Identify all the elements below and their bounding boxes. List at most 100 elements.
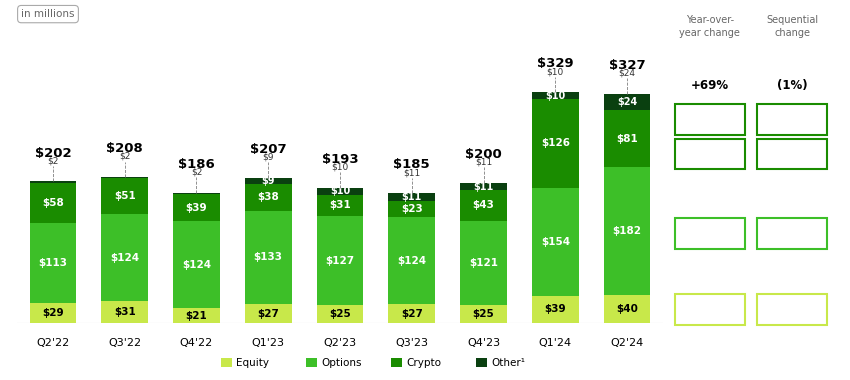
- Text: $182: $182: [613, 226, 642, 236]
- Text: $38: $38: [258, 192, 279, 203]
- Text: $58: $58: [42, 198, 64, 208]
- Text: Q1'23: Q1'23: [252, 339, 285, 348]
- Text: $43: $43: [473, 201, 495, 211]
- Bar: [317, 188, 363, 195]
- Bar: [317, 216, 363, 306]
- Bar: [173, 194, 220, 221]
- Bar: [245, 304, 292, 323]
- Text: Q3'22: Q3'22: [108, 339, 141, 348]
- Text: $133: $133: [253, 252, 283, 263]
- Text: $329: $329: [537, 57, 574, 70]
- Bar: [388, 217, 435, 304]
- Bar: [101, 177, 148, 179]
- Bar: [604, 111, 650, 167]
- Text: $124: $124: [110, 253, 139, 263]
- Text: $81: $81: [616, 134, 638, 144]
- Text: +140%: +140%: [770, 115, 814, 125]
- Text: +3%: +3%: [779, 305, 806, 315]
- Text: $208: $208: [106, 142, 143, 155]
- Text: $121: $121: [469, 258, 498, 268]
- Text: Year-over-
year change: Year-over- year change: [679, 15, 740, 38]
- Bar: [317, 306, 363, 323]
- Text: +60%: +60%: [692, 305, 728, 315]
- Text: $127: $127: [326, 256, 354, 266]
- Bar: [30, 302, 76, 323]
- Text: $11: $11: [403, 168, 421, 177]
- Bar: [317, 195, 363, 216]
- Text: $21: $21: [185, 310, 207, 321]
- Text: $10: $10: [330, 186, 350, 196]
- Bar: [388, 304, 435, 323]
- Text: (36%): (36%): [774, 149, 811, 159]
- Bar: [532, 92, 579, 99]
- Text: $10: $10: [547, 67, 564, 76]
- Text: Q2'24: Q2'24: [610, 339, 643, 348]
- Bar: [173, 308, 220, 323]
- Text: $124: $124: [182, 260, 211, 270]
- Text: $200: $200: [465, 148, 502, 161]
- Text: $11: $11: [402, 192, 422, 202]
- Bar: [604, 295, 650, 323]
- Bar: [173, 221, 220, 308]
- Text: $24: $24: [617, 97, 638, 107]
- Bar: [460, 306, 507, 323]
- Bar: [245, 178, 292, 184]
- Text: $27: $27: [401, 309, 422, 318]
- Bar: [30, 183, 76, 223]
- Text: in millions: in millions: [21, 9, 75, 19]
- Text: Other¹: Other¹: [491, 358, 525, 367]
- Bar: [532, 99, 579, 188]
- Text: +18%: +18%: [774, 229, 810, 239]
- Text: $126: $126: [541, 138, 570, 149]
- Text: $31: $31: [329, 201, 351, 211]
- Text: $207: $207: [250, 143, 286, 156]
- Bar: [245, 184, 292, 211]
- Text: $40: $40: [616, 304, 638, 314]
- Text: $327: $327: [609, 59, 645, 72]
- Text: $10: $10: [545, 91, 565, 101]
- Text: $9: $9: [263, 153, 274, 162]
- Text: $193: $193: [321, 153, 359, 166]
- Bar: [101, 214, 148, 301]
- Text: Q4'22: Q4'22: [180, 339, 213, 348]
- Bar: [388, 193, 435, 201]
- Text: $25: $25: [473, 309, 495, 319]
- Text: $23: $23: [401, 204, 422, 214]
- Text: $154: $154: [541, 237, 570, 247]
- Text: $2: $2: [119, 152, 130, 161]
- Text: $29: $29: [42, 308, 64, 318]
- Bar: [532, 188, 579, 296]
- Text: $39: $39: [545, 304, 566, 314]
- Bar: [30, 223, 76, 302]
- Text: Q2'22: Q2'22: [37, 339, 70, 348]
- Bar: [30, 181, 76, 183]
- Text: $11: $11: [475, 158, 492, 166]
- Bar: [388, 201, 435, 217]
- Text: $39: $39: [185, 203, 207, 212]
- Text: $25: $25: [329, 309, 351, 319]
- Bar: [101, 301, 148, 323]
- Text: $202: $202: [35, 147, 71, 160]
- Bar: [101, 179, 148, 214]
- Bar: [604, 93, 650, 111]
- Text: +140%: +140%: [688, 115, 732, 125]
- Text: $2: $2: [48, 156, 59, 165]
- Text: $9: $9: [262, 176, 275, 186]
- Bar: [604, 167, 650, 295]
- Text: Crypto: Crypto: [406, 358, 441, 367]
- Text: $186: $186: [178, 158, 215, 171]
- Text: $27: $27: [258, 309, 279, 318]
- Bar: [460, 190, 507, 220]
- Text: +69%: +69%: [691, 79, 728, 92]
- Bar: [460, 220, 507, 306]
- Text: Q1'24: Q1'24: [539, 339, 572, 348]
- Bar: [173, 193, 220, 194]
- Text: $31: $31: [114, 307, 135, 317]
- Bar: [532, 296, 579, 323]
- Text: $51: $51: [114, 192, 135, 201]
- Text: $113: $113: [38, 258, 67, 268]
- Text: Q2'23: Q2'23: [324, 339, 356, 348]
- Text: Sequential
change: Sequential change: [766, 15, 819, 38]
- Bar: [245, 211, 292, 304]
- Text: (1%): (1%): [777, 79, 807, 92]
